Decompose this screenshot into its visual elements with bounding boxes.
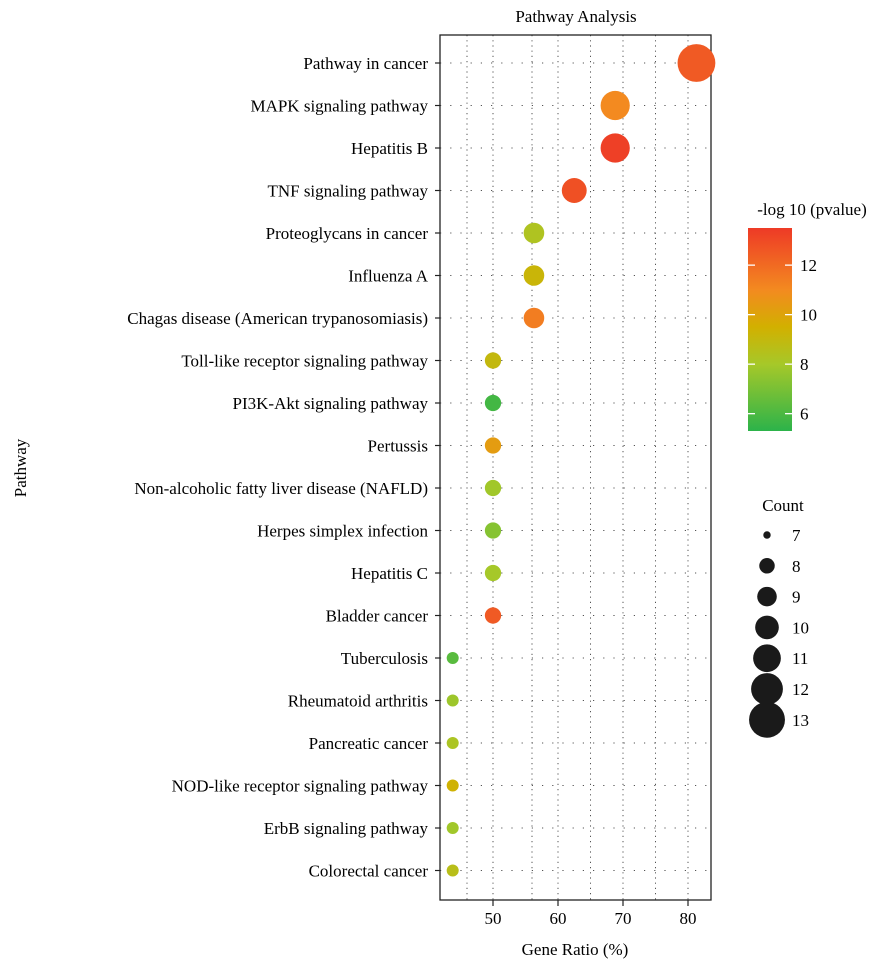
color-bar-tick-label: 12 xyxy=(800,256,817,275)
data-point xyxy=(484,607,502,624)
data-point xyxy=(446,779,459,792)
size-legend-title: Count xyxy=(762,496,804,515)
data-point xyxy=(484,352,502,369)
data-points xyxy=(446,44,716,877)
data-point xyxy=(484,522,502,539)
y-tick-label: Hepatitis C xyxy=(351,564,428,583)
y-tick-label: NOD-like receptor signaling pathway xyxy=(172,777,429,796)
size-legend-circle xyxy=(759,558,775,574)
size-legend-label: 8 xyxy=(792,557,801,576)
y-tick-label: Pancreatic cancer xyxy=(309,734,429,753)
size-legend-label: 12 xyxy=(792,680,809,699)
data-point xyxy=(523,222,545,244)
data-point xyxy=(484,394,502,412)
y-axis-label: Pathway xyxy=(11,438,30,497)
color-bar xyxy=(748,228,792,431)
color-legend: -log 10 (pvalue) 6 8 10 12 xyxy=(748,200,867,431)
size-legend-label: 10 xyxy=(792,618,809,637)
y-tick-label: TNF signaling pathway xyxy=(267,182,428,201)
gridlines xyxy=(440,35,711,900)
size-legend: Count 7 8 9 10 11 12 13 xyxy=(749,496,809,738)
y-tick-label: Pathway in cancer xyxy=(303,54,428,73)
y-tick-label: Influenza A xyxy=(348,267,428,286)
y-tick-label: Non-alcoholic fatty liver disease (NAFLD… xyxy=(134,479,428,498)
data-point xyxy=(446,864,459,877)
size-legend-circle xyxy=(751,673,783,705)
y-tick-label: ErbB signaling pathway xyxy=(264,819,429,838)
y-tick-label: Toll-like receptor signaling pathway xyxy=(181,352,428,371)
chart-title: Pathway Analysis xyxy=(515,7,636,26)
x-tick-label: 70 xyxy=(615,909,632,928)
color-bar-tick-label: 6 xyxy=(800,405,809,424)
data-point xyxy=(561,178,587,203)
size-legend-circle xyxy=(757,586,777,607)
y-tick-label: Bladder cancer xyxy=(326,607,429,626)
data-point xyxy=(600,90,630,121)
color-legend-title: -log 10 (pvalue) xyxy=(757,200,867,219)
data-point xyxy=(677,44,716,82)
data-point xyxy=(446,822,459,834)
size-legend-circle xyxy=(753,644,781,673)
y-tick-label: Rheumatoid arthritis xyxy=(288,692,428,711)
x-axis-ticks: 50 60 70 80 xyxy=(485,900,697,928)
data-point xyxy=(446,737,459,749)
size-legend-circle xyxy=(749,701,785,738)
y-tick-label: PI3K-Akt signaling pathway xyxy=(233,394,429,413)
size-legend-label: 9 xyxy=(792,588,801,607)
color-bar-ticks: 6 8 10 12 xyxy=(748,256,817,424)
x-tick-label: 80 xyxy=(680,909,697,928)
plot-frame xyxy=(439,34,712,901)
size-legend-label: 7 xyxy=(792,526,801,545)
data-point xyxy=(523,307,545,329)
y-tick-label: Pertussis xyxy=(368,437,428,456)
y-tick-label: Colorectal cancer xyxy=(309,862,429,881)
x-axis-label: Gene Ratio (%) xyxy=(522,940,629,959)
x-tick-label: 50 xyxy=(485,909,502,928)
size-legend-circle xyxy=(763,531,771,539)
y-tick-label: MAPK signaling pathway xyxy=(250,97,428,116)
color-bar-tick-label: 10 xyxy=(800,306,817,325)
size-legend-label: 13 xyxy=(792,711,809,730)
y-tick-label: Hepatitis B xyxy=(351,139,428,158)
data-point xyxy=(446,694,459,707)
color-bar-tick-label: 8 xyxy=(800,355,809,374)
data-point xyxy=(446,652,459,664)
size-legend-items: 7 8 9 10 11 12 13 xyxy=(749,526,809,738)
y-tick-label: Tuberculosis xyxy=(341,649,428,668)
y-tick-label: Chagas disease (American trypanosomiasis… xyxy=(127,309,428,328)
size-legend-circle xyxy=(755,615,779,640)
data-point xyxy=(484,564,502,582)
y-tick-labels: Pathway in cancer MAPK signaling pathway H… xyxy=(127,54,440,881)
data-point xyxy=(523,265,545,286)
data-point xyxy=(600,133,630,163)
y-tick-label: Proteoglycans in cancer xyxy=(266,224,429,243)
data-point xyxy=(484,437,502,454)
size-legend-label: 11 xyxy=(792,649,808,668)
data-point xyxy=(484,479,502,497)
x-tick-label: 60 xyxy=(550,909,567,928)
y-tick-label: Herpes simplex infection xyxy=(257,522,428,541)
